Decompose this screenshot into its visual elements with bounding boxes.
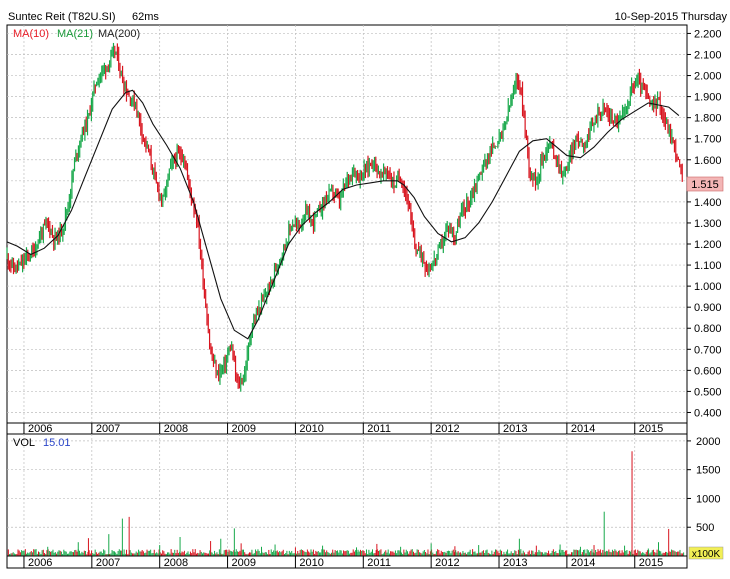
volume-panel bbox=[6, 433, 688, 557]
price-bars bbox=[6, 42, 683, 392]
price-y-tick-label: 2.200 bbox=[694, 28, 722, 40]
volume-x-tick-label: 2014 bbox=[571, 557, 595, 569]
price-y-tick-label: 1.900 bbox=[694, 92, 722, 104]
price-y-tick-label: 1.800 bbox=[694, 113, 722, 125]
price-y-tick-label: 2.000 bbox=[694, 71, 722, 83]
volume-y-axis: 500 1000 1500 2000 bbox=[687, 436, 720, 534]
price-x-tick-label: 2014 bbox=[571, 423, 595, 435]
chart-date: 10-Sep-2015 Thursday bbox=[615, 11, 728, 23]
price-y-tick-label: 1.000 bbox=[694, 281, 722, 293]
render-time: 62ms bbox=[132, 11, 159, 23]
volume-x-tick-label: 2013 bbox=[503, 557, 527, 569]
price-x-axis: 2006 2007 2008 2009 2010 2011 2012 2013 2014 2015 bbox=[23, 423, 663, 435]
price-y-tick-label: 0.800 bbox=[694, 323, 722, 335]
price-x-tick-label: 2009 bbox=[232, 423, 256, 435]
volume-gridlines bbox=[7, 434, 687, 556]
price-y-tick-label: 0.900 bbox=[694, 302, 722, 314]
volume-x-tick-label: 2010 bbox=[299, 557, 323, 569]
price-y-tick-label: 1.200 bbox=[694, 239, 722, 251]
price-y-tick-label: 0.500 bbox=[694, 386, 722, 398]
price-y-tick-label: 0.600 bbox=[694, 365, 722, 377]
volume-y-tick-label: 500 bbox=[696, 522, 714, 534]
volume-x-axis: 2006 2007 2008 2009 2010 2011 2012 2013 2014 2015 bbox=[23, 556, 663, 569]
legend-ma21: MA(21) bbox=[57, 28, 93, 40]
price-y-tick-label: 1.300 bbox=[694, 218, 722, 230]
volume-bars bbox=[7, 451, 685, 556]
last-price-value: 1.515 bbox=[691, 179, 719, 191]
price-x-tick-label: 2008 bbox=[164, 423, 188, 435]
price-y-tick-label: 0.700 bbox=[694, 344, 722, 356]
volume-x-tick-label: 2015 bbox=[639, 557, 663, 569]
volume-x-tick-label: 2012 bbox=[435, 557, 459, 569]
price-y-tick-label: 1.400 bbox=[694, 197, 722, 209]
volume-x-tick-label: 2009 bbox=[232, 557, 256, 569]
volume-unit-badge bbox=[688, 546, 724, 560]
volume-x-tick-label: 2008 bbox=[164, 557, 188, 569]
price-x-tick-label: 2007 bbox=[96, 423, 120, 435]
price-gridlines bbox=[7, 25, 687, 423]
volume-y-tick-label: 1500 bbox=[696, 465, 720, 477]
price-y-tick-label: 1.600 bbox=[694, 155, 722, 167]
legend-ma200: MA(200) bbox=[98, 28, 140, 40]
chart-title: Suntec Reit (T82U.SI) bbox=[8, 11, 116, 23]
price-x-tick-label: 2013 bbox=[503, 423, 527, 435]
volume-y-tick-label: 2000 bbox=[696, 436, 720, 448]
last-price-badge bbox=[686, 176, 724, 192]
vol-label: VOL bbox=[13, 437, 35, 449]
price-x-tick-label: 2010 bbox=[299, 423, 323, 435]
volume-y-tick-label: 1000 bbox=[696, 493, 720, 505]
price-x-tick-label: 2011 bbox=[367, 423, 391, 435]
vol-value: 15.01 bbox=[43, 437, 71, 449]
price-panel bbox=[6, 24, 688, 424]
price-y-tick-label: 1.700 bbox=[694, 134, 722, 146]
ma200-line bbox=[6, 89, 680, 340]
price-x-tick-label: 2006 bbox=[28, 423, 52, 435]
price-x-tick-label: 2015 bbox=[639, 423, 663, 435]
legend-ma10: MA(10) bbox=[13, 28, 49, 40]
volume-x-tick-label: 2011 bbox=[367, 557, 391, 569]
price-x-tick-label: 2012 bbox=[435, 423, 459, 435]
price-y-tick-label: 2.100 bbox=[694, 49, 722, 61]
volume-x-tick-label: 2007 bbox=[96, 557, 120, 569]
volume-unit-label: x100K bbox=[692, 549, 721, 560]
volume-x-tick-label: 2006 bbox=[28, 557, 52, 569]
price-y-axis: 0.400 0.500 0.600 0.700 0.800 0.900 1.000 1.100… bbox=[687, 28, 722, 419]
price-y-tick-label: 1.100 bbox=[694, 260, 722, 272]
volume-x-axis-band bbox=[6, 555, 688, 569]
price-y-tick-label: 0.400 bbox=[694, 407, 722, 419]
